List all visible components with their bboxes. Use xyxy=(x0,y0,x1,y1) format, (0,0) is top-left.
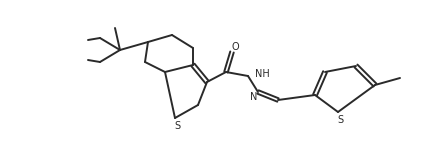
Text: NH: NH xyxy=(255,69,270,79)
Text: S: S xyxy=(337,115,343,125)
Text: N: N xyxy=(250,92,257,102)
Text: O: O xyxy=(231,42,239,52)
Text: S: S xyxy=(174,121,180,131)
